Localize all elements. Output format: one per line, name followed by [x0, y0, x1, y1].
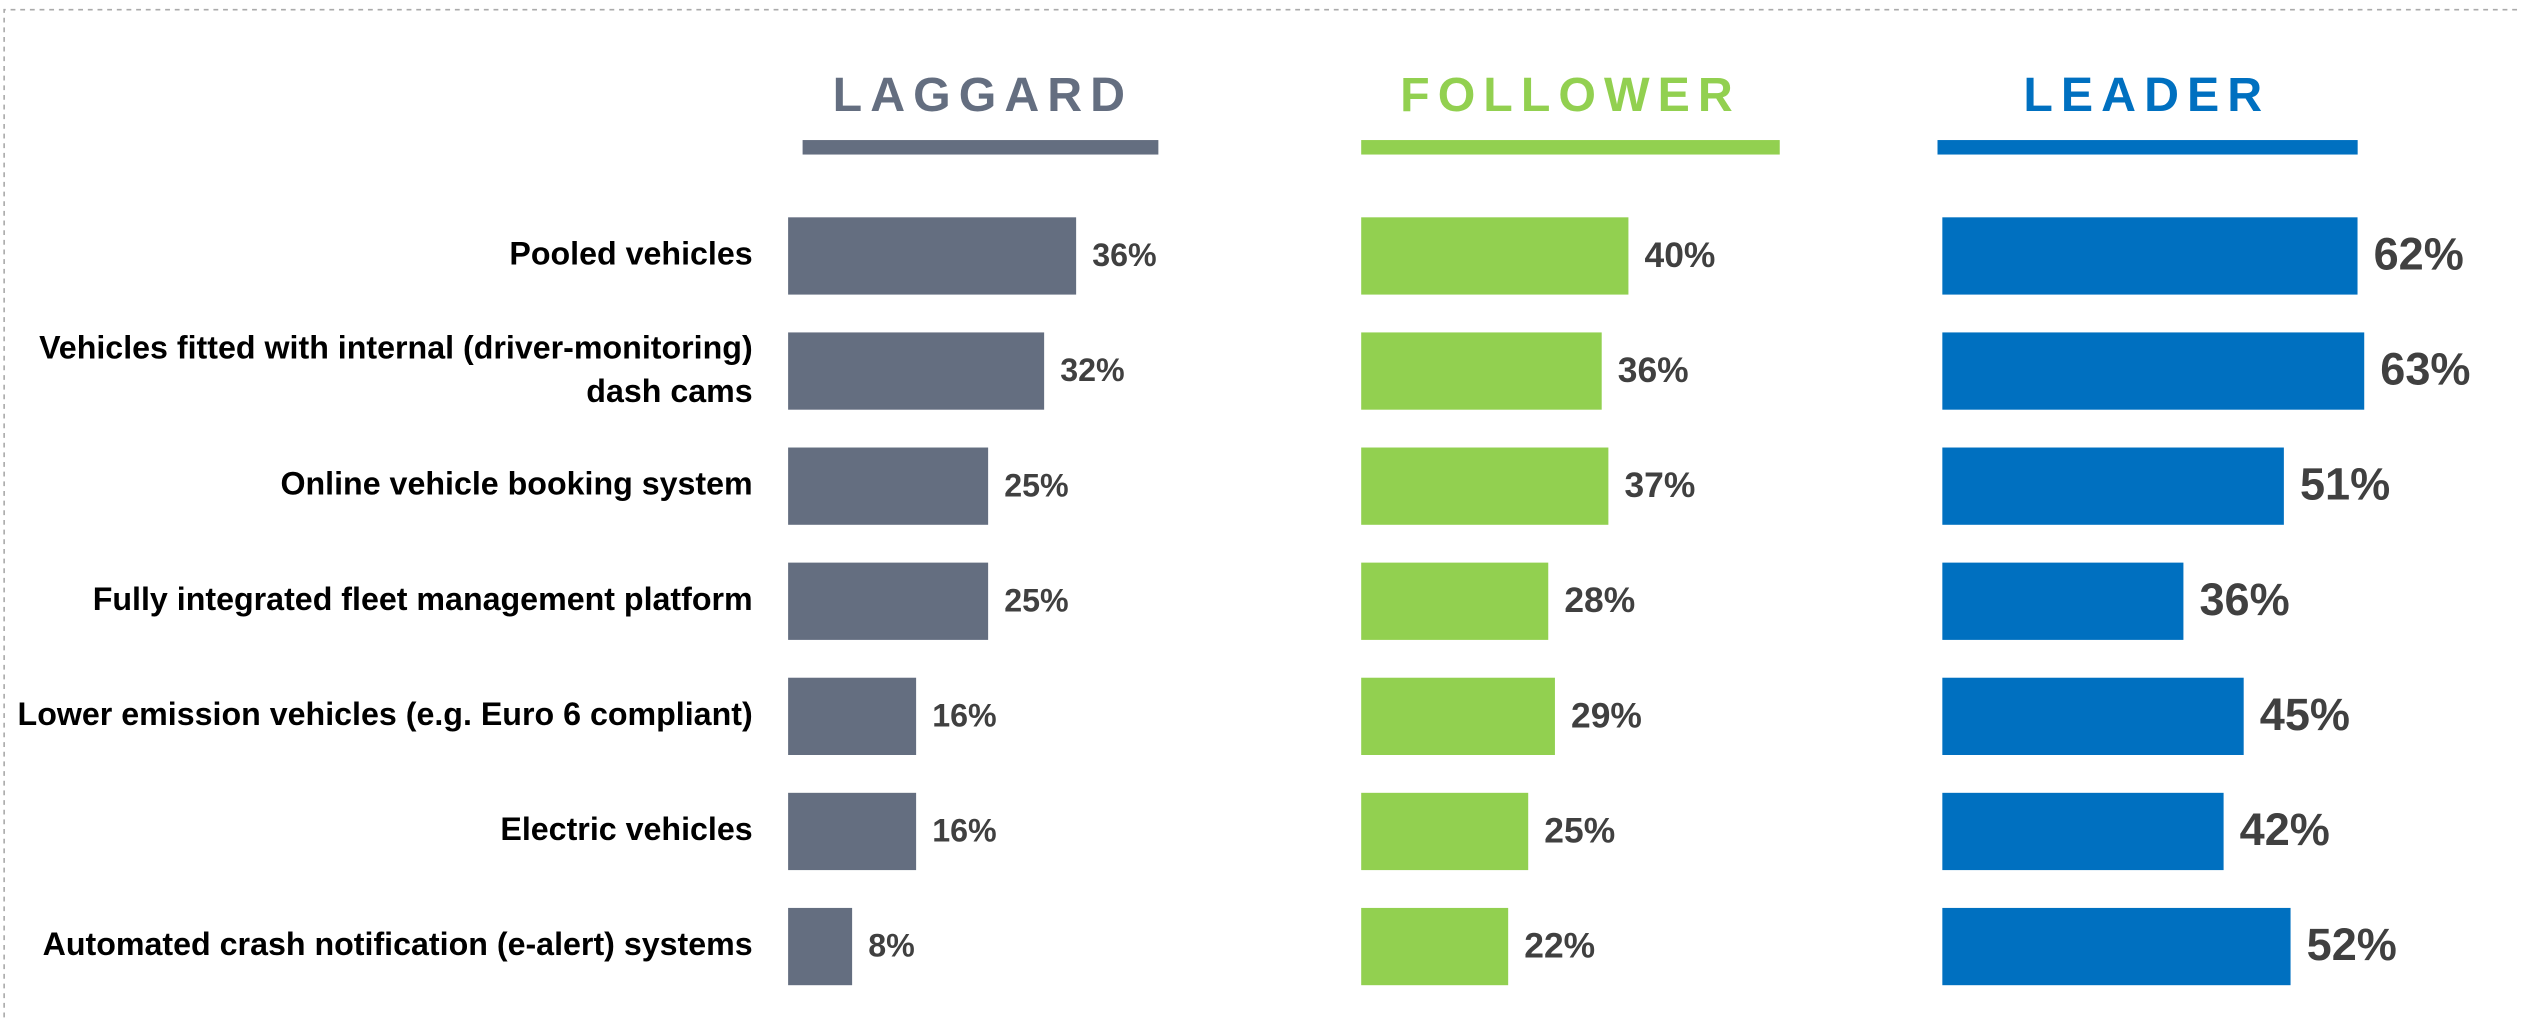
- bar: [1361, 217, 1629, 295]
- value-label: 63%: [2380, 344, 2470, 395]
- bar: [788, 907, 853, 986]
- bar: [788, 792, 917, 871]
- bar: [1942, 907, 2291, 986]
- bar: [1361, 792, 1529, 871]
- bar: [1942, 792, 2224, 871]
- category-label: Automated crash notification (e-alert) s…: [43, 926, 753, 962]
- value-label: 25%: [1004, 467, 1068, 503]
- value-label: 36%: [1618, 350, 1689, 390]
- value-label: 25%: [1544, 810, 1615, 850]
- value-label: 16%: [932, 697, 996, 733]
- value-label: 28%: [1564, 580, 1635, 620]
- value-label: 29%: [1571, 695, 1642, 735]
- bar: [788, 332, 1045, 410]
- category-label: Electric vehicles: [500, 811, 752, 847]
- panel-header: LEADER: [2023, 68, 2270, 122]
- value-label: 37%: [1624, 465, 1695, 505]
- value-label: 62%: [2374, 228, 2464, 279]
- category-label: Lower emission vehicles (e.g. Euro 6 com…: [18, 696, 753, 732]
- value-label: 51%: [2300, 459, 2390, 510]
- value-label: 32%: [1060, 352, 1124, 388]
- bar: [1361, 332, 1602, 410]
- bar: [1942, 447, 2284, 525]
- value-label: 45%: [2260, 689, 2350, 740]
- category-label: Fully integrated fleet management platfo…: [93, 581, 753, 617]
- bar: [1942, 677, 2244, 755]
- bar: [1361, 562, 1549, 640]
- category-label: Online vehicle booking system: [280, 466, 752, 502]
- panel-header: LAGGARD: [833, 68, 1133, 122]
- value-label: 25%: [1004, 582, 1068, 618]
- value-label: 52%: [2307, 919, 2397, 970]
- panel-header: FOLLOWER: [1400, 68, 1741, 122]
- bar: [1942, 332, 2365, 410]
- header-underline: [802, 140, 1159, 155]
- bar: [788, 447, 989, 525]
- bar: [788, 562, 989, 640]
- bar: [1942, 217, 2358, 295]
- frame: [3, 8, 2522, 1018]
- value-label: 16%: [932, 813, 996, 849]
- header-underline: [1361, 140, 1780, 155]
- category-label: Vehicles fitted with internal (driver-mo…: [39, 329, 753, 408]
- header-underline: [1937, 140, 2358, 155]
- bar: [1361, 677, 1555, 755]
- category-label: Pooled vehicles: [509, 235, 752, 271]
- value-label: 22%: [1524, 926, 1595, 966]
- bar: [1361, 907, 1509, 986]
- value-label: 42%: [2240, 804, 2330, 855]
- bar: [788, 217, 1077, 295]
- bar: [1942, 562, 2184, 640]
- value-label: 8%: [868, 928, 915, 964]
- value-label: 36%: [2200, 574, 2290, 625]
- bar: [1361, 447, 1609, 525]
- value-label: 36%: [1092, 237, 1156, 273]
- bar: [788, 677, 917, 755]
- value-label: 40%: [1645, 235, 1716, 275]
